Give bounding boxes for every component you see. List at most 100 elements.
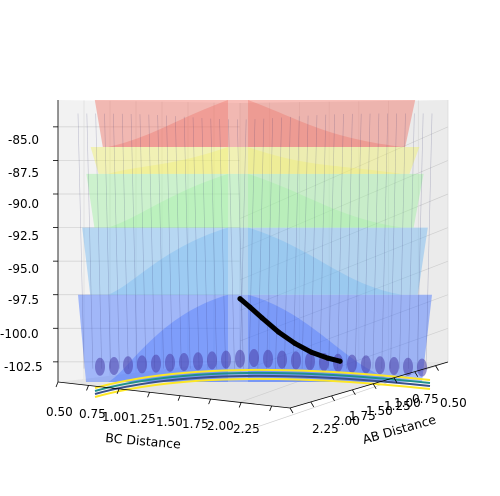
surface-meshline: [104, 113, 111, 369]
x-tick: [116, 388, 120, 394]
z-gridline-right: [239, 126, 449, 219]
surface-meshline: [408, 113, 415, 369]
surface-meshline: [86, 113, 94, 369]
surface-meshline: [346, 113, 353, 369]
surface-trough: [305, 352, 315, 371]
surface-trough: [249, 349, 259, 367]
back-right-pane: [240, 100, 448, 362]
energy-surface: [77, 100, 433, 382]
surface-trough: [389, 357, 399, 375]
surface-meshline: [337, 114, 344, 369]
surface-lobe-left: [108, 100, 228, 147]
surface-meshline: [310, 115, 318, 369]
surface-meshline: [416, 113, 424, 369]
z-gridline-right: [239, 227, 449, 311]
surface-meshline: [192, 117, 200, 369]
x-tick-label: 1.75: [182, 417, 209, 431]
trajectory-point: [259, 315, 265, 321]
surface-meshline: [148, 114, 156, 369]
trajectory-point: [247, 304, 253, 310]
x-tick: [238, 402, 242, 408]
x-axis-line: [57, 381, 291, 409]
x-tick-label: 0.75: [79, 407, 106, 421]
z-tick-label: -90.0: [8, 197, 39, 211]
trajectory-line: [237, 296, 343, 364]
floor-contour-line: [94, 374, 431, 395]
trajectory-path: [237, 296, 343, 364]
surface-meshline: [183, 116, 191, 369]
surface-meshline: [175, 116, 182, 369]
y-tick-label: 1.50: [366, 404, 393, 418]
surface-trough: [109, 357, 119, 375]
surface-meshline: [210, 118, 218, 369]
x-tick: [208, 398, 212, 405]
surface-meshline: [363, 113, 371, 369]
surface-trough: [151, 354, 161, 373]
z-gridline-right: [239, 160, 449, 250]
surface-lobe-right: [248, 227, 402, 295]
surface-meshline: [266, 118, 273, 369]
surface-trough: [165, 353, 175, 372]
surface-trough: [361, 355, 371, 374]
x-tick-label: 2.00: [207, 419, 234, 433]
y-tick: [331, 395, 335, 402]
z-gridline-right: [239, 327, 449, 403]
surface-meshline: [390, 113, 397, 369]
z-tick-label: -92.5: [8, 229, 39, 243]
surface-band: [94, 100, 416, 147]
surface-trough: [123, 356, 133, 375]
z-tick-label: -95.0: [8, 262, 39, 276]
surface-meshline: [372, 113, 380, 369]
y-tick-label: 0.50: [440, 396, 467, 410]
surface-meshline: [239, 119, 247, 369]
surface-meshline: [399, 113, 406, 369]
tick-marks: [53, 126, 439, 414]
surface-meshline: [219, 119, 226, 369]
floor-contour-line: [94, 377, 431, 398]
y-tick-label: 2.25: [312, 422, 339, 436]
surface-lobe-right: [248, 147, 402, 174]
trajectory-point: [337, 358, 343, 364]
x-tick-label: 1.25: [129, 412, 156, 426]
y-tick: [414, 371, 419, 377]
z-gridline-right: [239, 193, 449, 281]
floor-contours: [94, 368, 431, 398]
surface-meshline: [77, 113, 85, 369]
surface-trough: [347, 354, 357, 373]
z-tick-label: -102.5: [4, 360, 43, 374]
surface-meshline: [157, 115, 164, 369]
surface-meshline: [113, 113, 120, 369]
surface-trough: [207, 351, 217, 370]
surface-meshline: [95, 113, 102, 369]
x-tick-label: 1.50: [156, 415, 183, 429]
x-tick-label: 1.00: [102, 410, 129, 424]
trajectory-point: [308, 349, 314, 355]
surface-trough: [235, 349, 245, 368]
z-tick-labels: -85.0 -87.5 -90.0 -92.5 -95.0 -97.5 -100…: [0, 133, 43, 374]
x-axis-label: BC Distance: [105, 430, 182, 452]
x-tick: [86, 385, 89, 391]
surface-lobe-left: [108, 173, 228, 228]
y-tick-label: 2.00: [333, 414, 360, 428]
trajectory-point: [275, 329, 282, 335]
surface-band: [86, 173, 424, 228]
y-axis-line: [289, 361, 449, 409]
surface-lobe-right: [248, 100, 402, 147]
surface-meshline: [425, 113, 433, 369]
surface-trough: [179, 353, 189, 371]
surface-meshline: [201, 118, 209, 369]
y-tick-label: 1.75: [349, 409, 376, 423]
trajectory-point: [237, 296, 243, 302]
z-tick-label: -100.0: [0, 327, 39, 341]
z-gridline-right: [239, 294, 449, 372]
trajectory-point: [292, 340, 298, 346]
surface-meshline: [130, 114, 138, 369]
y-tick-label: 0.75: [412, 392, 439, 406]
surface-meshline: [228, 119, 235, 369]
back-left-pane: [58, 100, 240, 382]
y-tick: [289, 407, 294, 414]
trajectory-point: [325, 355, 331, 361]
surface-lobe-left: [108, 147, 228, 174]
z-tick-label: -87.5: [8, 166, 39, 180]
x-tick: [55, 381, 59, 388]
